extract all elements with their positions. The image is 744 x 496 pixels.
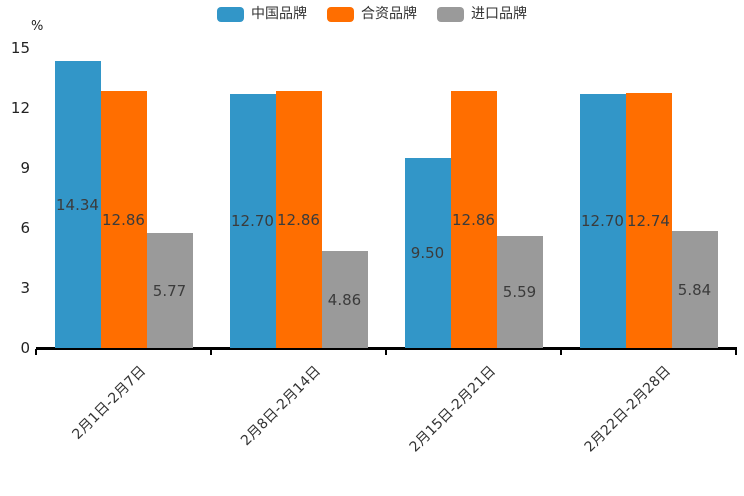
legend-label: 进口品牌 — [471, 6, 527, 22]
bar-s0-g3: 12.70 — [579, 94, 626, 348]
y-tick-label: 3 — [20, 279, 30, 297]
legend-swatch — [217, 7, 244, 22]
bar-value-label: 12.70 — [581, 212, 624, 230]
bar-s2-g0: 5.77 — [146, 233, 193, 348]
x-axis-tick — [560, 349, 562, 355]
bar-value-label: 5.77 — [152, 281, 187, 300]
y-tick-label: 0 — [20, 339, 30, 357]
y-tick-label: 6 — [20, 219, 30, 237]
legend-swatch — [437, 7, 464, 22]
y-tick-label: 15 — [10, 39, 30, 57]
bar-s1-g0: 12.86 — [100, 91, 147, 348]
y-tick-label: 12 — [10, 99, 30, 117]
x-axis-tick — [35, 349, 37, 355]
bar-value-label: 5.59 — [502, 283, 537, 301]
legend-item-2[interactable]: 进口品牌 — [437, 7, 527, 22]
x-axis-label: 2月8日-2月14日 — [237, 363, 324, 450]
bar-value-label: 12.86 — [277, 210, 320, 229]
x-axis-tick — [735, 349, 737, 355]
bar-s1-g1: 12.86 — [275, 91, 322, 348]
y-tick-label: 9 — [20, 159, 30, 177]
x-axis-label: 2月22日-2月28日 — [581, 363, 674, 456]
bar-s1-g3: 12.74 — [625, 93, 672, 348]
x-axis-line — [36, 347, 737, 350]
bar-s2-g1: 4.86 — [321, 251, 368, 348]
bar-value-label: 14.34 — [56, 195, 99, 214]
bar-s1-g2: 12.86 — [450, 91, 497, 348]
bar-s0-g0: 14.34 — [54, 61, 101, 348]
legend-item-1[interactable]: 合资品牌 — [327, 7, 417, 22]
x-axis-tick — [210, 349, 212, 355]
bar-value-label: 4.86 — [327, 290, 362, 309]
bar-value-label: 12.70 — [231, 212, 274, 230]
legend-swatch — [327, 7, 354, 22]
x-axis-label: 2月1日-2月7日 — [69, 363, 149, 443]
bar-value-label: 12.86 — [102, 210, 145, 229]
legend-item-0[interactable]: 中国品牌 — [217, 7, 307, 22]
legend: 中国品牌 合资品牌 进口品牌 — [0, 7, 744, 22]
y-axis-unit-label: % — [31, 19, 44, 34]
x-axis-label: 2月15日-2月21日 — [406, 363, 499, 456]
bar-value-label: 12.86 — [452, 210, 495, 229]
legend-label: 中国品牌 — [251, 6, 307, 22]
bar-value-label: 9.50 — [410, 244, 445, 262]
bar-s0-g1: 12.70 — [229, 94, 276, 348]
bar-s2-g3: 5.84 — [671, 231, 718, 348]
x-axis-tick — [385, 349, 387, 355]
bar-s0-g2: 9.50 — [404, 158, 451, 348]
bar-value-label: 12.74 — [627, 211, 670, 230]
bar-value-label: 5.84 — [677, 280, 712, 299]
bar-s2-g2: 5.59 — [496, 236, 543, 348]
legend-label: 合资品牌 — [361, 6, 417, 22]
